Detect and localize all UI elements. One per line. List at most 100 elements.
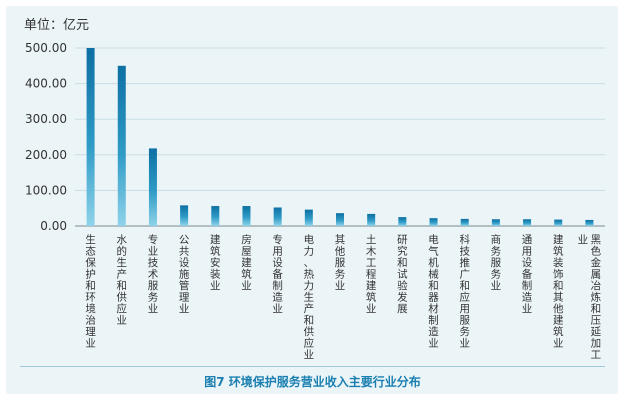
svg-text:通: 通 [522,234,533,246]
svg-text:建: 建 [210,233,221,246]
bar [180,205,189,226]
y-tick-label: 500.00 [25,41,67,55]
bar [460,218,469,226]
svg-text:业: 业 [148,246,159,258]
svg-text:建: 建 [553,233,564,246]
bar [491,219,500,226]
svg-text:器: 器 [428,292,439,304]
svg-text:生: 生 [117,256,128,269]
svg-text:和: 和 [397,257,408,269]
svg-text:延: 延 [591,326,602,338]
svg-text:理: 理 [85,326,96,338]
svg-text:环: 环 [85,292,96,304]
bar [148,148,157,226]
svg-text:黑: 黑 [591,234,602,246]
svg-text:设: 设 [272,257,283,269]
svg-text:产: 产 [304,302,315,315]
svg-text:电: 电 [428,233,439,246]
svg-text:用: 用 [272,246,283,258]
svg-text:验: 验 [397,279,408,292]
unit-label: 单位：亿元 [24,18,90,33]
svg-text:筑: 筑 [553,325,564,338]
svg-text:备: 备 [272,268,283,281]
svg-text:业: 业 [522,303,533,315]
svg-text:建: 建 [553,314,564,327]
svg-text:业: 业 [578,234,589,246]
svg-text:安: 安 [210,256,221,269]
svg-text:色: 色 [591,245,602,258]
bar [304,209,313,226]
svg-text:境: 境 [85,302,96,315]
bar [429,218,438,226]
svg-text:和: 和 [85,280,96,292]
svg-text:屋: 屋 [241,246,252,258]
svg-text:应: 应 [117,302,128,315]
bar [86,48,95,226]
svg-text:服: 服 [491,257,502,269]
chart-background [6,6,618,394]
svg-text:护: 护 [85,268,96,281]
svg-text:究: 究 [397,245,408,258]
svg-text:广: 广 [459,269,470,281]
svg-text:制: 制 [428,314,439,327]
svg-text:制: 制 [272,279,283,292]
svg-text:工: 工 [366,257,377,269]
svg-text:务: 务 [335,268,346,281]
svg-text:专: 专 [272,233,283,246]
svg-text:业: 业 [179,303,190,315]
svg-text:筑: 筑 [553,245,564,258]
svg-text:筑: 筑 [241,268,252,281]
svg-text:金: 金 [591,256,602,269]
svg-text:技: 技 [459,245,470,258]
svg-text:态: 态 [85,245,96,258]
svg-text:商: 商 [491,233,502,246]
y-tick-label: 300.00 [25,112,67,126]
svg-text:科: 科 [459,233,470,246]
svg-text:冶: 冶 [591,279,602,292]
bar [242,206,251,226]
svg-text:业: 业 [210,280,221,292]
svg-text:产: 产 [117,268,128,281]
svg-text:设: 设 [179,257,190,269]
svg-text:装: 装 [210,268,221,281]
svg-text:压: 压 [591,315,602,327]
svg-text:加: 加 [591,338,602,350]
svg-text:房: 房 [241,233,252,246]
y-tick-label: 100.00 [25,183,67,197]
svg-text:建: 建 [241,256,252,269]
svg-text:专: 专 [148,233,159,246]
svg-text:共: 共 [179,246,190,258]
svg-text:和: 和 [117,280,128,292]
svg-text:热: 热 [304,268,315,281]
svg-text:和: 和 [553,280,564,292]
svg-text:用: 用 [522,246,533,258]
svg-text:电: 电 [304,233,315,246]
svg-text:其: 其 [335,234,346,246]
svg-text:业: 业 [491,280,502,292]
svg-text:业: 业 [272,303,283,315]
svg-text:应: 应 [304,337,315,350]
svg-text:业: 业 [148,303,159,315]
bar [336,213,344,226]
svg-text:机: 机 [428,256,439,269]
svg-text:造: 造 [522,291,533,304]
svg-text:饰: 饰 [553,268,564,281]
svg-text:、: 、 [304,257,315,269]
svg-text:生: 生 [304,291,315,304]
svg-text:试: 试 [397,269,408,281]
svg-text:务: 务 [148,291,159,304]
bar [523,219,532,226]
svg-text:建: 建 [366,279,377,292]
svg-text:筑: 筑 [210,245,221,258]
